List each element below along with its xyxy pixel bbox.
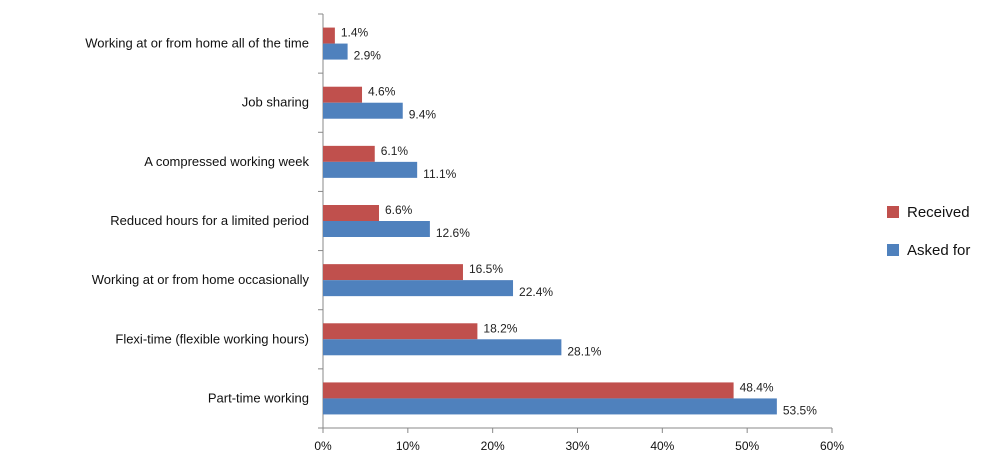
x-tick-label: 60%: [820, 439, 844, 453]
legend-swatch: [887, 206, 899, 218]
data-labels: 1.4% 2.9% 4.6% 9.4% 6.1% 11.1% 6.6% 12.6% 16.5% 2…: [341, 26, 817, 418]
legend-label: Received: [907, 204, 970, 221]
bars: [323, 27, 777, 415]
bar-received: [323, 86, 363, 103]
bar-asked-for: [323, 43, 348, 60]
data-label-received: 6.1%: [381, 144, 409, 158]
legend: Received Asked for: [887, 204, 970, 259]
category-label: Reduced hours for a limited period: [110, 213, 309, 228]
category-label: Working at or from home occasionally: [92, 272, 310, 287]
data-label-received: 1.4%: [341, 26, 369, 40]
bar-received: [323, 27, 335, 44]
data-label-asked-for: 53.5%: [783, 403, 817, 417]
x-tick-label: 10%: [396, 439, 420, 453]
data-label-asked-for: 2.9%: [354, 49, 382, 63]
category-label: A compressed working week: [144, 154, 309, 169]
category-label: Part-time working: [208, 390, 309, 405]
bar-asked-for: [323, 161, 418, 178]
bar-asked-for: [323, 221, 430, 237]
data-label-asked-for: 9.4%: [409, 108, 437, 122]
category-label: Flexi-time (flexible working hours): [115, 331, 309, 346]
data-label-received: 6.6%: [385, 203, 413, 217]
data-label-received: 16.5%: [469, 262, 503, 276]
legend-swatch: [887, 244, 899, 256]
x-tick-label: 20%: [481, 439, 505, 453]
data-label-asked-for: 28.1%: [567, 344, 601, 358]
data-label-received: 4.6%: [368, 85, 396, 99]
x-tick-label: 30%: [565, 439, 589, 453]
legend-label: Asked for: [907, 242, 970, 259]
data-label-asked-for: 22.4%: [519, 285, 553, 299]
bar-received: [323, 205, 379, 221]
x-tick-label: 50%: [735, 439, 759, 453]
data-label-asked-for: 11.1%: [423, 167, 456, 181]
category-label: Job sharing: [242, 95, 309, 110]
x-tick-label: 0%: [314, 439, 332, 453]
data-label-received: 48.4%: [740, 380, 774, 394]
x-axis-ticks: 0% 10% 20% 30% 40% 50% 60%: [314, 428, 844, 453]
bar-received: [323, 264, 463, 281]
x-tick-label: 40%: [650, 439, 674, 453]
data-label-received: 18.2%: [483, 321, 517, 335]
bar-asked-for: [323, 398, 777, 415]
bar-asked-for: [323, 280, 514, 297]
bar-received: [323, 145, 375, 162]
data-label-asked-for: 12.6%: [436, 226, 470, 240]
category-label: Working at or from home all of the time: [85, 36, 309, 51]
bar-asked-for: [323, 102, 403, 119]
category-labels: Working at or from home all of the time J…: [85, 36, 309, 406]
bar-asked-for: [323, 339, 562, 356]
bar-received: [323, 382, 734, 399]
bar-received: [323, 323, 478, 340]
